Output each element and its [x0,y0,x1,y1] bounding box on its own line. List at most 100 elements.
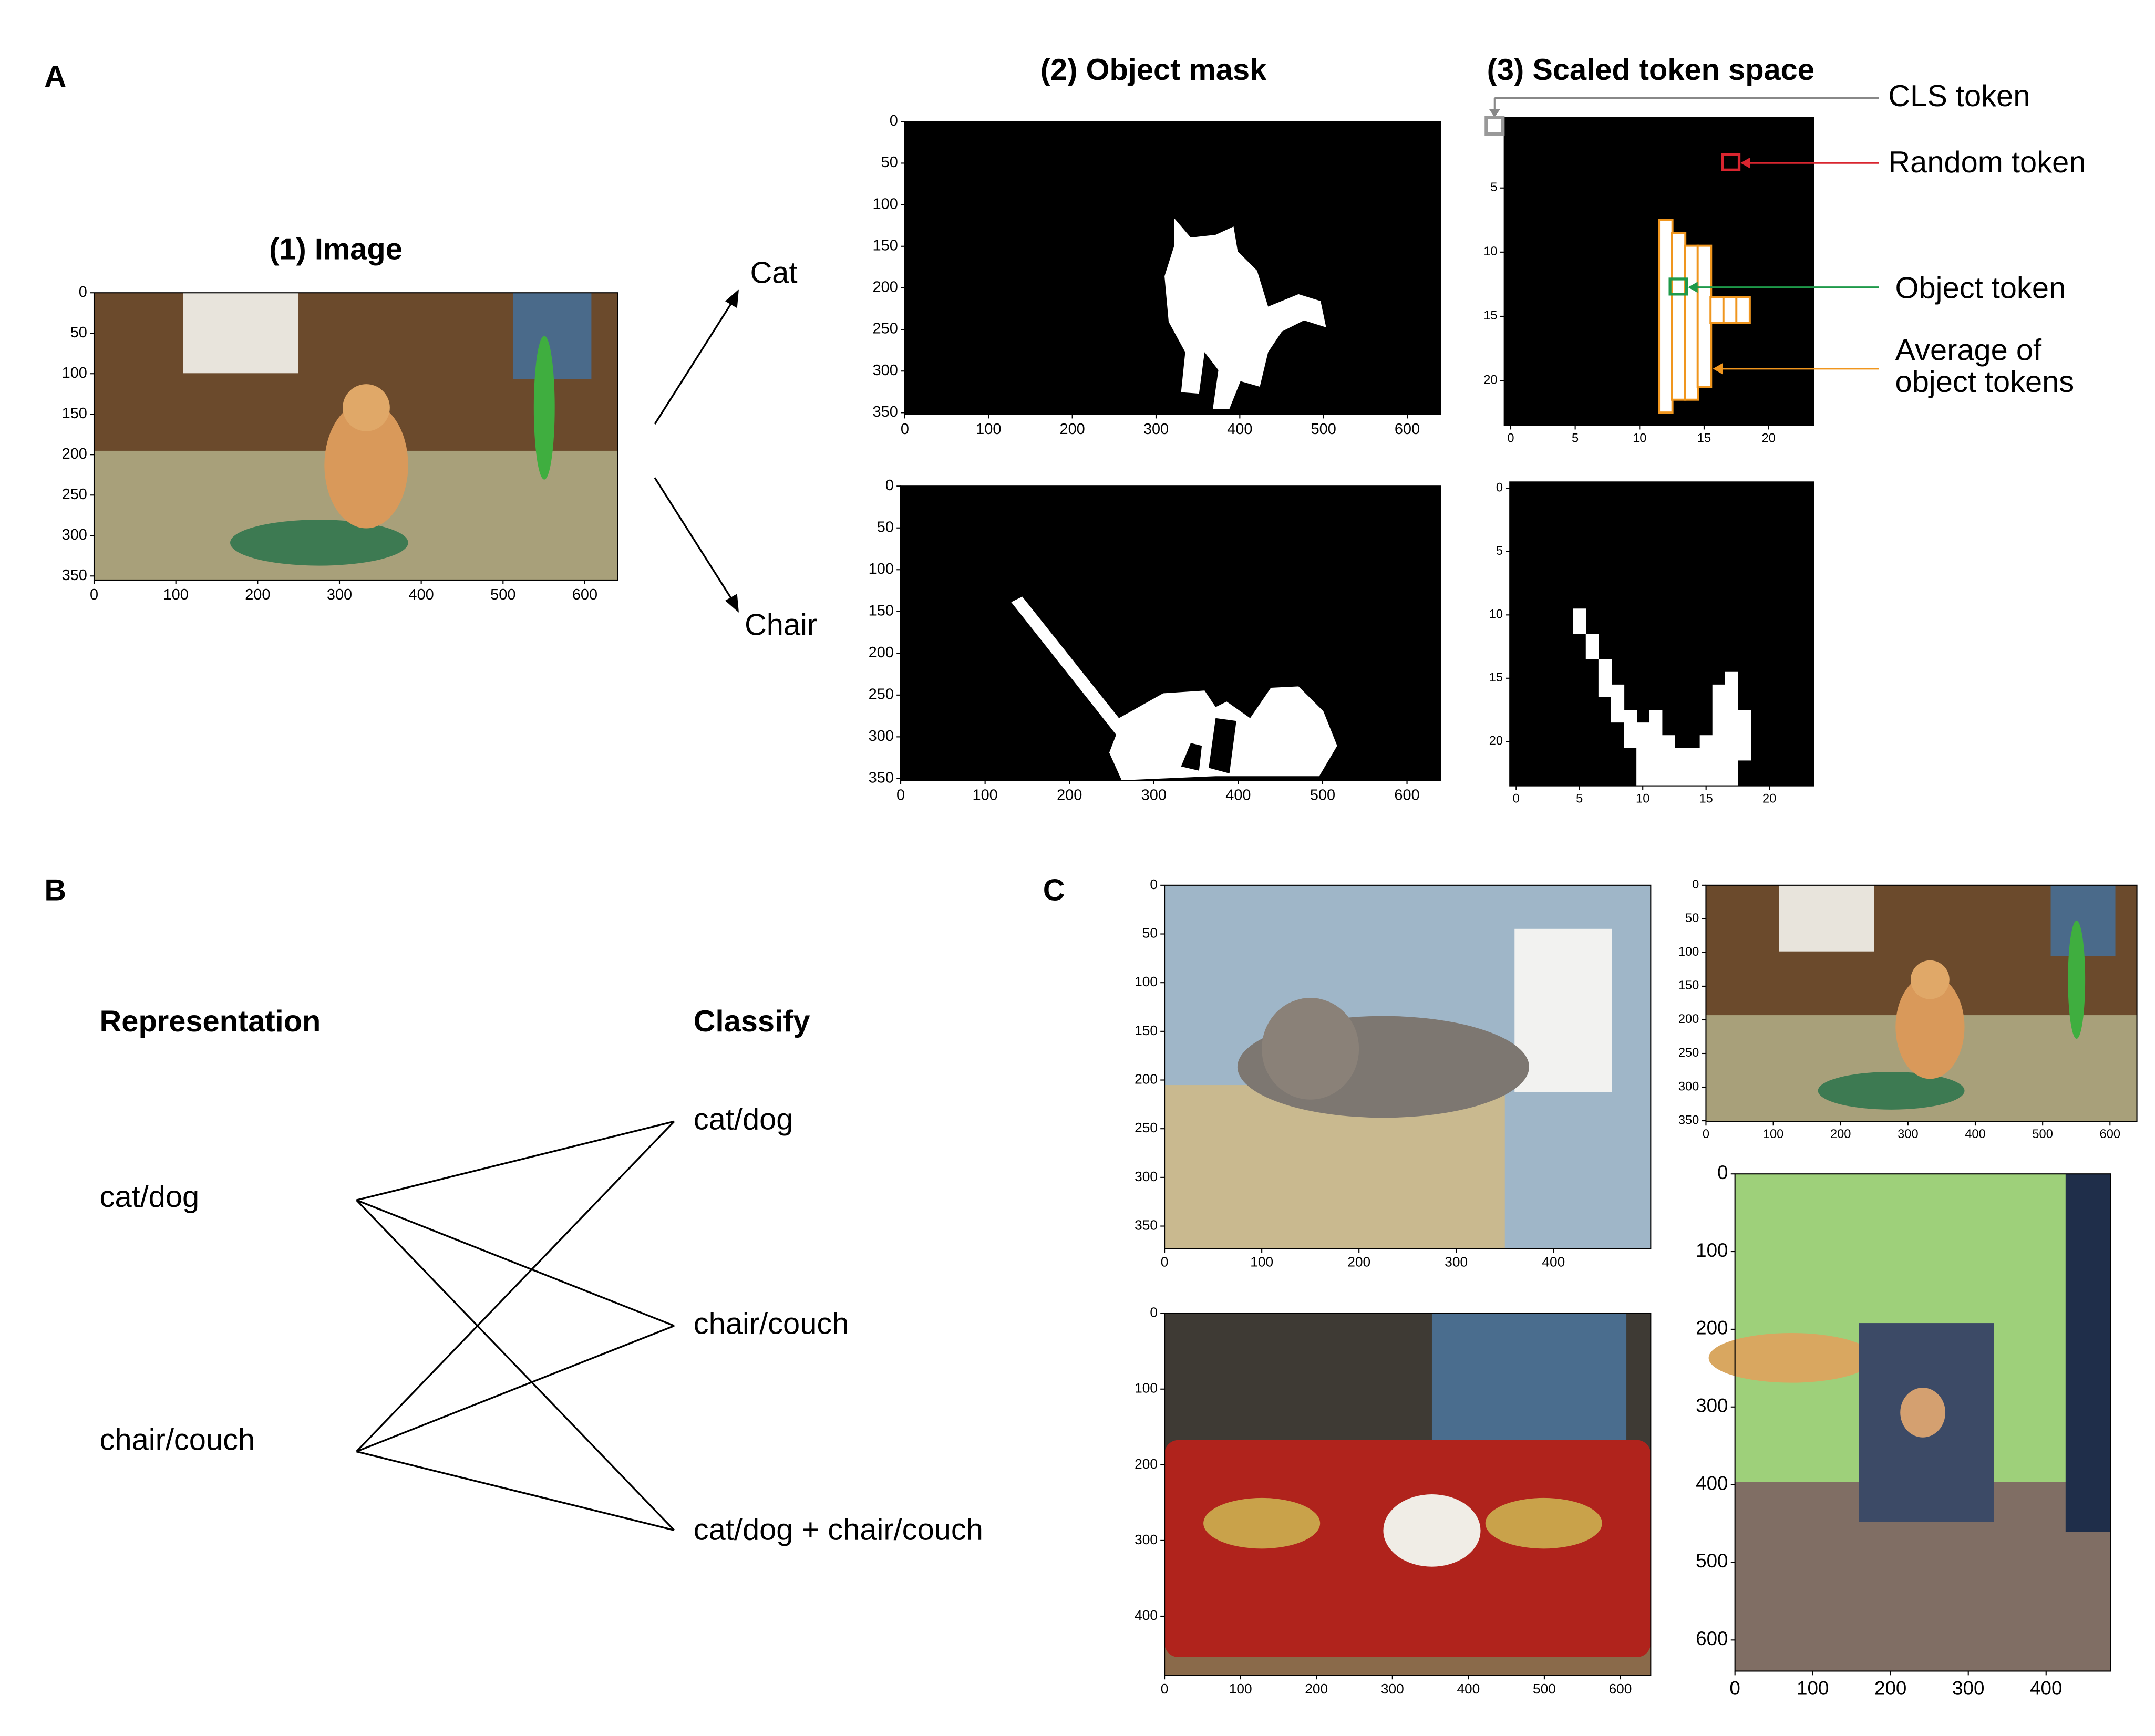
x-tick-label: 300 [1143,421,1169,438]
y-tick-label: 5 [1490,181,1497,194]
y-tick-label: 10 [1483,245,1497,259]
axes-frame [1705,884,2138,1122]
y-tick-label: 10 [1489,608,1503,622]
mask-shape [1011,596,1337,781]
x-tick-label: 15 [1699,792,1713,805]
y-tick-label: 100 [1135,974,1158,989]
photo-pillow [1485,1497,1602,1549]
x-tick-label: 100 [1229,1681,1252,1697]
y-tick-label: 15 [1483,309,1497,323]
y-tick-label: 200 [1696,1317,1728,1339]
photo-dog [1900,1388,1946,1438]
axes-frame [1164,1313,1652,1676]
x-tick-label: 15 [1697,431,1711,445]
header: Representation [100,1005,321,1038]
node-label: chair/couch [694,1307,849,1341]
axes-frame [93,292,618,581]
y-tick-label: 100 [1696,1239,1728,1261]
y-tick-label: 300 [873,362,898,379]
annotation: Average of [1895,334,2042,367]
x-tick-label: 20 [1761,431,1775,445]
y-tick-label: 400 [1135,1607,1158,1623]
y-tick-label: 300 [62,526,87,543]
y-tick-label: 100 [62,365,87,381]
pointer-head [1740,157,1750,169]
x-tick-label: 5 [1576,792,1583,805]
x-tick-label: 200 [245,586,270,603]
y-tick-label: 20 [1483,373,1497,387]
connections [356,1120,675,1532]
x-tick-label: 100 [163,586,189,603]
y-tick-label: 400 [1696,1472,1728,1494]
token-cell [1624,710,1637,748]
axes-frame [1509,481,1814,787]
y-tick-label: 200 [62,446,87,462]
photo-cat [1895,975,1965,1079]
y-tick-label: 350 [62,567,87,584]
photo-calendar [1779,885,1874,952]
y-tick-label: 250 [1678,1046,1699,1060]
pointer-head [1489,109,1500,118]
photo-window [1514,928,1612,1092]
annotation: Random token [1888,146,2086,179]
photo-pillow [1203,1497,1321,1549]
y-tick-label: 100 [869,561,894,577]
y-tick-label: 350 [1135,1217,1158,1233]
token-cell [1649,710,1663,786]
x-tick-label: 300 [1445,1254,1468,1270]
arrow-label: Chair [745,608,817,642]
token-cell [1671,232,1687,401]
token-cell [1687,748,1700,786]
token-cell [1684,244,1699,401]
y-tick-label: 50 [1142,925,1158,941]
token-annotations [1484,97,1879,375]
y-tick-label: 15 [1489,671,1503,685]
token-cell [1662,735,1675,786]
y-tick-label: 0 [79,284,87,301]
token-cell [1709,296,1725,324]
axes-frame [900,485,1441,781]
x-tick-label: 100 [973,787,998,803]
x-tick-label: 500 [1310,787,1335,803]
x-tick-label: 400 [1227,421,1252,438]
x-tick-label: 200 [1347,1254,1370,1270]
x-tick-label: 500 [1533,1681,1556,1697]
y-tick-label: 350 [1678,1113,1699,1127]
photo-cat-head [1910,960,1950,999]
y-tick-label: 0 [1150,1305,1158,1320]
y-tick-label: 300 [1135,1532,1158,1547]
token-cell [1699,735,1713,786]
annotation: Object token [1895,271,2066,305]
header: Classify [694,1005,810,1038]
x-tick-label: 300 [1952,1678,1984,1699]
token-title: (3) Scaled token space [1487,53,1814,87]
x-tick-label: 0 [90,586,98,603]
x-tick-label: 0 [1729,1678,1740,1699]
token-cell [1585,634,1599,659]
y-tick-label: 0 [1717,1162,1728,1183]
token-cell [1725,671,1738,786]
annotation: object tokens [1895,365,2075,399]
y-tick-label: 200 [869,644,894,661]
y-tick-label: 0 [1692,878,1699,892]
token-cell [1696,244,1713,388]
photo-table [1708,1333,1874,1383]
x-tick-label: 0 [1703,1128,1709,1141]
x-tick-label: 100 [1763,1128,1783,1141]
image-title: (1) Image [269,233,403,266]
y-tick-label: 20 [1489,735,1503,748]
y-tick-label: 300 [869,728,894,745]
x-tick-label: 100 [976,421,1001,438]
photo-vase [2068,921,2086,1039]
x-tick-label: 600 [572,586,597,603]
mask-shape [1164,218,1326,409]
token-box [1484,116,1505,136]
token-cell [1573,608,1586,634]
y-tick-label: 100 [1135,1380,1158,1396]
node-label: cat/dog + chair/couch [694,1513,983,1546]
x-tick-label: 500 [2032,1128,2053,1141]
y-tick-label: 250 [869,686,894,702]
x-tick-label: 200 [1305,1681,1328,1697]
x-tick-label: 400 [409,586,434,603]
mask-hole [1181,743,1202,771]
